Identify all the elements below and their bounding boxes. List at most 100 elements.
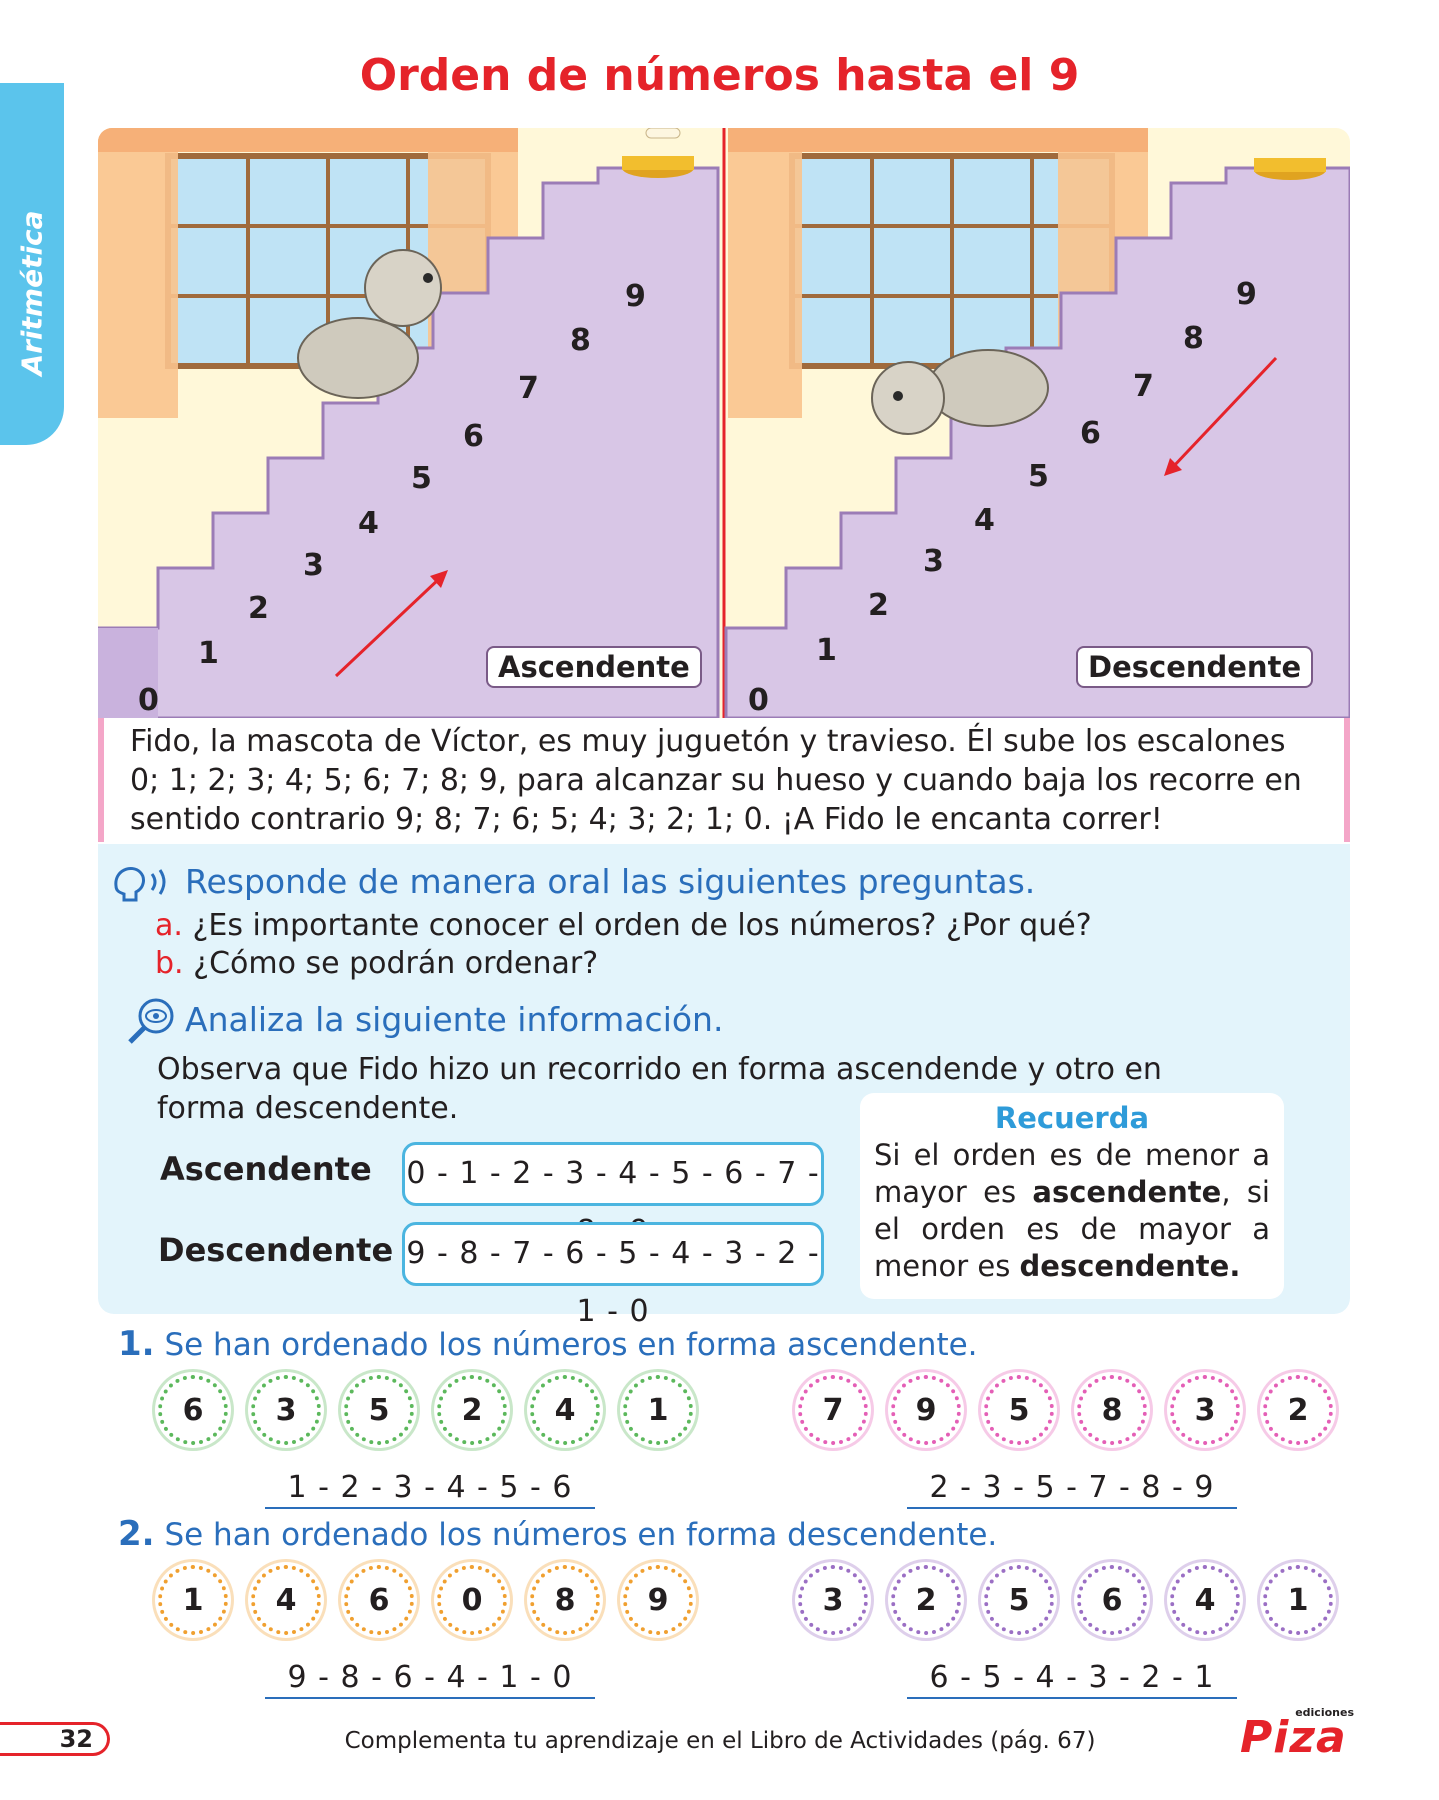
dog-bowl-right-icon	[1254, 158, 1326, 180]
logo-small-text: ediciones	[1295, 1706, 1354, 1719]
number-circle: 1	[158, 1565, 228, 1635]
analyze-heading: Analiza la siguiente información.	[185, 1000, 724, 1039]
logo-text: Piza	[1240, 1712, 1347, 1763]
number-circle: 5	[984, 1565, 1054, 1635]
step-number: 3	[303, 548, 324, 583]
number-circle: 9	[623, 1565, 693, 1635]
step-number: 0	[748, 683, 769, 718]
page-title: Orden de números hasta el 9	[359, 50, 1080, 101]
question-b-text: ¿Cómo se podrán ordenar?	[193, 946, 599, 981]
remember-text-part: , si el orden es de mayor a menor es	[874, 1175, 1270, 1283]
number-circle: 7	[798, 1375, 868, 1445]
number-circle: 8	[1077, 1375, 1147, 1445]
stairs-scene-graphic: 0 1 2 3 4 5 6 7 8 9 0 1 2 3 4 5 6 7 8 9	[98, 128, 1350, 718]
number-circle: 0	[437, 1565, 507, 1635]
step-number: 1	[816, 633, 837, 668]
oral-heading: Responde de manera oral las siguientes p…	[185, 862, 1036, 901]
number-circle: 3	[798, 1565, 868, 1635]
number-circle: 9	[891, 1375, 961, 1445]
step-number: 9	[625, 279, 646, 314]
arrow-up-icon	[334, 570, 448, 678]
step-number: 5	[1028, 459, 1049, 494]
story-text-box: Fido, la mascota de Víctor, es muy jugue…	[98, 718, 1350, 842]
number-circle: 3	[251, 1375, 321, 1445]
number-circle: 5	[344, 1375, 414, 1445]
analyze-text: Observa que Fido hizo un recorrido en fo…	[157, 1050, 1287, 1128]
number-circle: 2	[437, 1375, 507, 1445]
question-a-letter: a.	[155, 908, 183, 943]
exercise-1-left-answer: 1 - 2 - 3 - 4 - 5 - 6	[265, 1470, 595, 1509]
dog-bowl-icon	[622, 128, 694, 178]
exercise-2-heading: 2. Se han ordenado los números en forma …	[118, 1514, 997, 1554]
step-number: 5	[411, 461, 432, 496]
number-circle: 2	[891, 1565, 961, 1635]
analyze-text-line: forma descendente.	[157, 1091, 459, 1126]
question-b: b. ¿Cómo se podrán ordenar?	[155, 946, 598, 981]
stairs-illustration: 0 1 2 3 4 5 6 7 8 9 0 1 2 3 4 5 6 7 8 9 …	[98, 128, 1350, 718]
step-number: 6	[463, 419, 484, 454]
story-line: 0; 1; 2; 3; 4; 5; 6; 7; 8; 9, para alcan…	[130, 763, 1302, 798]
section-tab-label: Aritmética	[15, 210, 49, 376]
question-b-letter: b.	[155, 946, 184, 981]
step-number: 8	[1183, 321, 1204, 356]
step-number: 3	[923, 544, 944, 579]
exercise-2-text: Se han ordenado los números en forma des…	[164, 1517, 998, 1553]
exercise-2-right-answer: 6 - 5 - 4 - 3 - 2 - 1	[907, 1660, 1237, 1699]
analyze-text-line: Observa que Fido hizo un recorrido en fo…	[157, 1052, 1162, 1087]
window-right	[728, 128, 1148, 418]
publisher-logo: ediciones Piza	[1240, 1706, 1358, 1763]
remember-text: Si el orden es de menor a mayor es ascen…	[860, 1135, 1284, 1285]
step-number: 0	[138, 683, 159, 718]
step-number: 7	[1133, 369, 1154, 404]
story-line: Fido, la mascota de Víctor, es muy jugue…	[130, 724, 1286, 759]
number-circle: 6	[158, 1375, 228, 1445]
remember-bold-ascendente: ascendente	[1032, 1175, 1222, 1209]
step-number: 1	[198, 636, 219, 671]
step-number: 2	[868, 588, 889, 623]
footer-text: Complementa tu aprendizaje en el Libro d…	[344, 1728, 1096, 1754]
ascending-seq-box: 0 - 1 - 2 - 3 - 4 - 5 - 6 - 7 - 8 - 9	[402, 1142, 824, 1249]
speaking-head-icon	[114, 867, 166, 902]
step-number: 4	[974, 503, 995, 538]
number-circle: 6	[1077, 1565, 1147, 1635]
section-tab: Aritmética	[0, 83, 64, 445]
number-circle: 4	[530, 1375, 600, 1445]
descending-label: Descendente	[1076, 646, 1314, 688]
exercise-2-number: 2.	[118, 1514, 155, 1554]
exercise-1-text: Se han ordenado los números en forma asc…	[164, 1327, 978, 1363]
step-number: 4	[358, 506, 379, 541]
step-number: 8	[570, 323, 591, 358]
number-circle: 4	[251, 1565, 321, 1635]
descending-seq-box: 9 - 8 - 7 - 6 - 5 - 4 - 3 - 2 - 1 - 0	[402, 1222, 824, 1329]
exercise-1-number: 1.	[118, 1324, 155, 1364]
exercise-1-heading: 1. Se han ordenado los números en forma …	[118, 1324, 978, 1364]
step-number: 6	[1080, 416, 1101, 451]
step-number: 2	[248, 591, 269, 626]
number-circle: 5	[984, 1375, 1054, 1445]
exercise-1-right-answer: 2 - 3 - 5 - 7 - 8 - 9	[907, 1470, 1237, 1509]
story-line: sentido contrario 9; 8; 7; 6; 5; 4; 3; 2…	[130, 802, 1163, 837]
dog-climbing-icon	[297, 249, 442, 399]
number-circle: 1	[1263, 1565, 1333, 1635]
question-a: a. ¿Es importante conocer el orden de lo…	[155, 908, 1092, 943]
number-circle: 8	[530, 1565, 600, 1635]
step-number: 9	[1236, 277, 1257, 312]
number-circle: 1	[623, 1375, 693, 1445]
remember-title: Recuerda	[994, 1101, 1150, 1135]
step-number: 7	[518, 371, 539, 406]
number-circle: 4	[1170, 1565, 1240, 1635]
magnifier-eye-icon	[128, 998, 174, 1044]
ascending-seq-label: Ascendente	[160, 1150, 372, 1188]
exercise-2-left-answer: 9 - 8 - 6 - 4 - 1 - 0	[265, 1660, 595, 1699]
ascending-label: Ascendente	[486, 646, 702, 688]
window-left	[98, 128, 518, 418]
number-circle: 3	[1170, 1375, 1240, 1445]
number-circle: 2	[1263, 1375, 1333, 1445]
arrow-down-icon	[1164, 356, 1278, 476]
remember-text-part: Si el orden es de menor a mayor es	[874, 1138, 1270, 1209]
descending-seq-label: Descendente	[158, 1231, 394, 1269]
number-circle: 6	[344, 1565, 414, 1635]
page-number: 32	[0, 1722, 110, 1756]
remember-box: Recuerda Si el orden es de menor a mayor…	[860, 1093, 1284, 1299]
question-a-text: ¿Es importante conocer el orden de los n…	[192, 908, 1092, 943]
